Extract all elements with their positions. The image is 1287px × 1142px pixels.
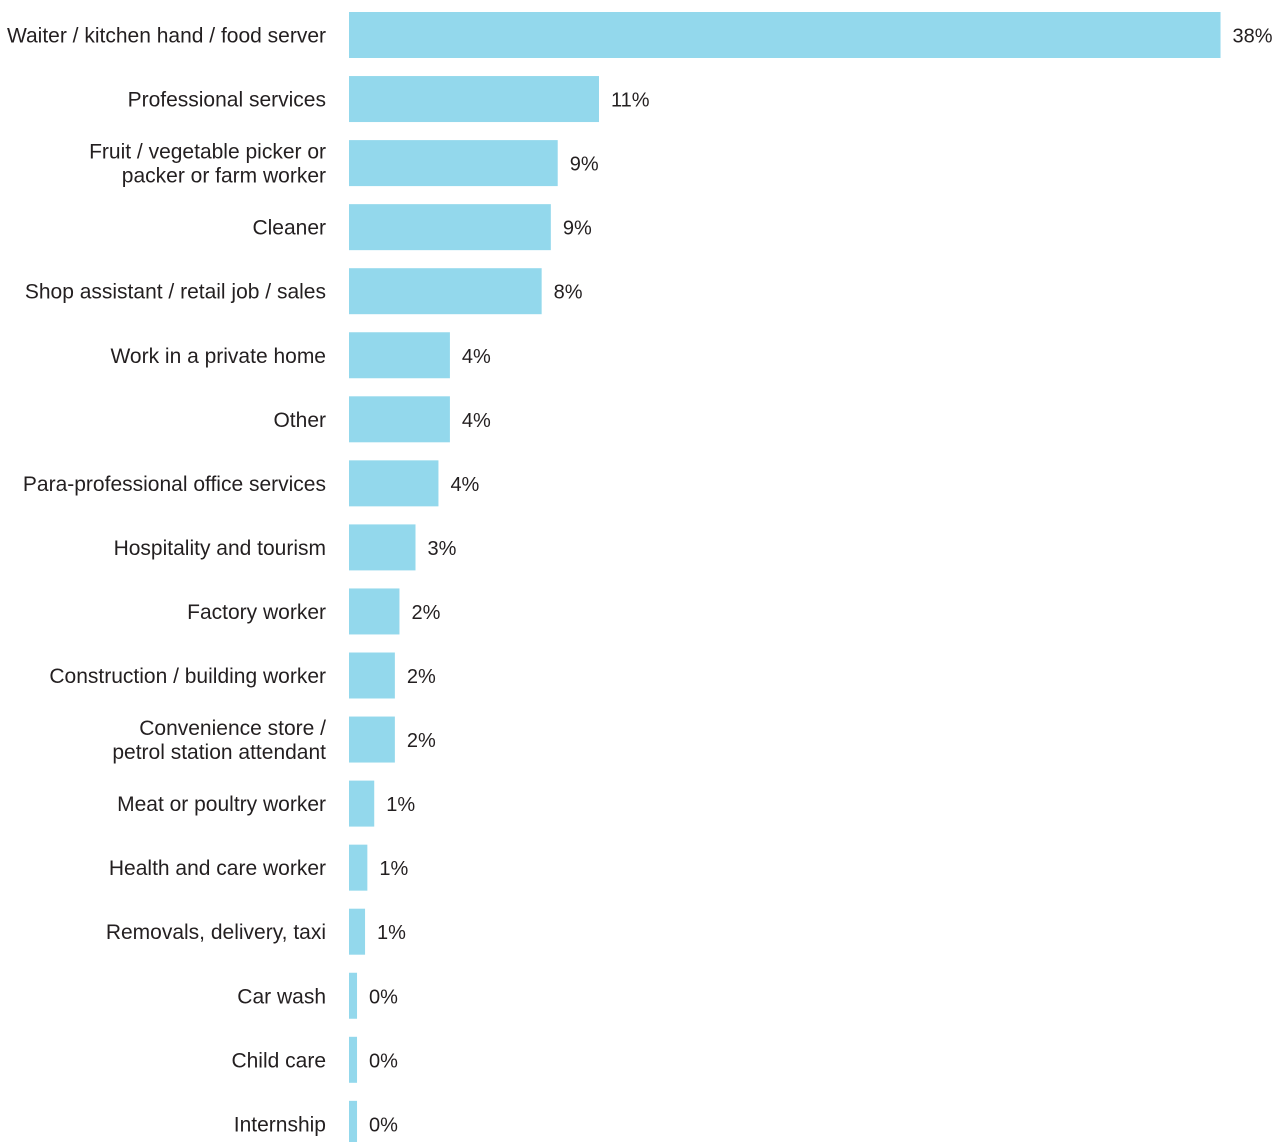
bar	[349, 140, 558, 187]
category-label: Child care	[231, 1049, 326, 1072]
bar	[349, 844, 368, 891]
category-label: Meat or poultry worker	[117, 793, 326, 816]
bar	[349, 716, 395, 763]
category-label: petrol station attendant	[112, 741, 326, 764]
category-label: Professional services	[128, 89, 326, 112]
value-label: 2%	[407, 666, 436, 688]
bar	[349, 588, 400, 635]
category-label: Hospitality and tourism	[114, 537, 326, 560]
bar	[349, 780, 375, 827]
bar	[349, 204, 551, 251]
bar	[349, 524, 416, 571]
value-label: 2%	[411, 602, 440, 624]
category-label: Factory worker	[187, 601, 326, 624]
category-label: packer or farm worker	[122, 165, 326, 188]
value-label: 1%	[377, 922, 406, 944]
bar	[349, 460, 439, 507]
value-label: 9%	[563, 218, 592, 240]
bar	[349, 908, 366, 955]
value-label: 4%	[462, 346, 491, 368]
bar	[349, 652, 395, 699]
value-label: 4%	[462, 410, 491, 432]
category-label: Other	[273, 409, 326, 432]
value-label: 0%	[369, 986, 398, 1008]
category-label: Health and care worker	[109, 857, 326, 880]
bar	[349, 396, 450, 443]
bar	[349, 1100, 358, 1142]
value-label: 2%	[407, 730, 436, 752]
category-label: Convenience store /	[139, 717, 326, 740]
value-label: 11%	[611, 90, 650, 112]
value-label: 0%	[369, 1050, 398, 1072]
category-label: Work in a private home	[110, 345, 326, 368]
value-label: 1%	[379, 858, 408, 880]
value-label: 1%	[386, 794, 415, 816]
category-label: Car wash	[237, 985, 326, 1008]
category-label: Shop assistant / retail job / sales	[25, 281, 326, 304]
bar	[349, 332, 450, 379]
value-label: 9%	[570, 154, 599, 176]
bar	[349, 972, 358, 1019]
category-label: Fruit / vegetable picker or	[89, 141, 326, 164]
value-label: 8%	[554, 282, 583, 304]
bar	[349, 12, 1221, 58]
value-label: 38%	[1233, 26, 1273, 48]
value-label: 4%	[450, 474, 479, 496]
bar	[349, 76, 599, 123]
value-label: 3%	[428, 538, 457, 560]
category-label: Internship	[234, 1113, 326, 1136]
category-label: Para-professional office services	[23, 473, 326, 496]
category-label: Removals, delivery, taxi	[106, 921, 326, 944]
category-label: Cleaner	[252, 217, 326, 240]
category-label: Construction / building worker	[49, 665, 326, 688]
bar	[349, 1036, 358, 1083]
value-label: 0%	[369, 1114, 398, 1136]
bar	[349, 268, 542, 315]
category-label: Waiter / kitchen hand / food server	[7, 25, 326, 48]
